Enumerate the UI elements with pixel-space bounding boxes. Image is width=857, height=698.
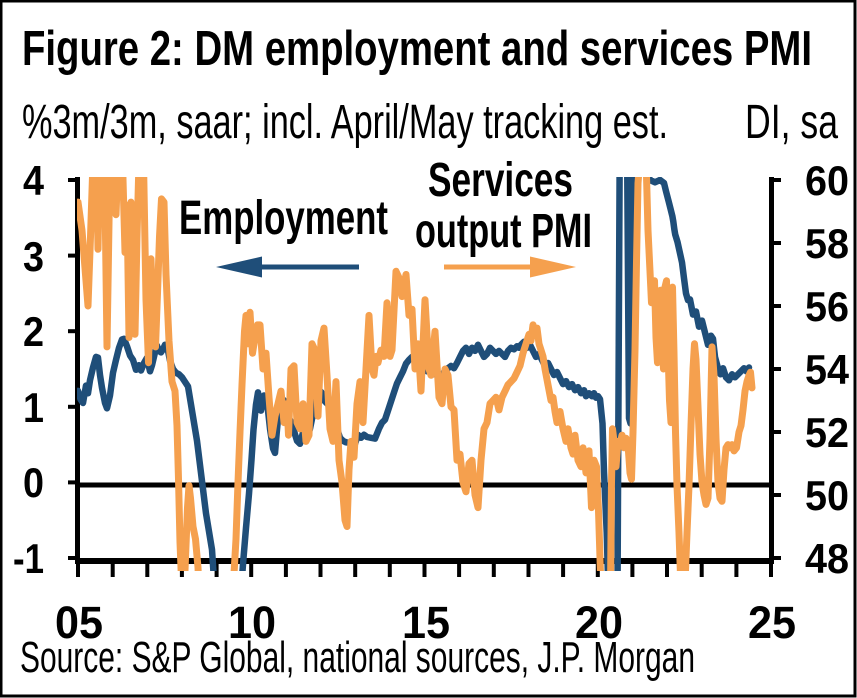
svg-text:25: 25 <box>748 597 796 648</box>
svg-text:50: 50 <box>805 472 849 519</box>
svg-text:0: 0 <box>23 459 44 506</box>
svg-text:15: 15 <box>402 597 450 648</box>
svg-text:10: 10 <box>228 597 276 648</box>
svg-text:Source: S&P Global, national s: Source: S&P Global, national sources, J.… <box>20 633 695 682</box>
svg-text:1: 1 <box>23 384 44 431</box>
svg-text:DI, sa: DI, sa <box>745 96 838 149</box>
svg-text:output PMI: output PMI <box>415 205 592 258</box>
svg-text:56: 56 <box>805 283 849 330</box>
svg-text:2: 2 <box>23 308 44 355</box>
svg-text:4: 4 <box>23 157 45 204</box>
svg-text:-1: -1 <box>13 535 44 582</box>
svg-text:54: 54 <box>805 346 850 393</box>
svg-text:3: 3 <box>23 233 44 280</box>
svg-text:Figure 2: DM employment and se: Figure 2: DM employment and services PMI <box>22 22 812 76</box>
svg-text:Employment: Employment <box>179 192 388 245</box>
svg-text:%3m/3m, saar; incl. April/May: %3m/3m, saar; incl. April/May tracking e… <box>22 96 668 149</box>
svg-text:20: 20 <box>575 597 623 648</box>
svg-text:05: 05 <box>55 597 103 648</box>
svg-text:Services: Services <box>428 154 573 207</box>
svg-text:58: 58 <box>805 220 849 267</box>
svg-text:60: 60 <box>805 157 849 204</box>
svg-text:48: 48 <box>805 535 849 582</box>
svg-text:52: 52 <box>805 409 849 456</box>
